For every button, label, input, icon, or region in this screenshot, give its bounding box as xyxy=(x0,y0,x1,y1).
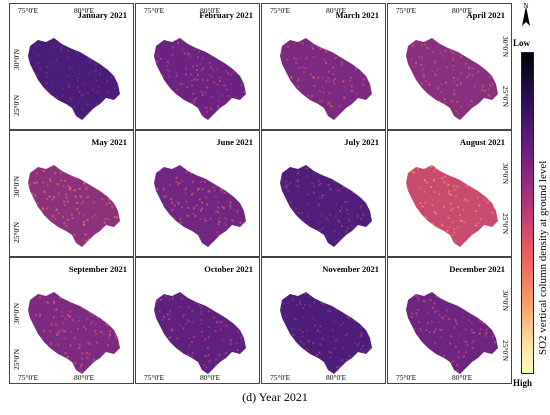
region-fill xyxy=(406,292,498,374)
longitude-label: 75°0'E xyxy=(18,6,39,15)
longitude-label: 75°0'E xyxy=(144,373,165,382)
region-fill xyxy=(154,165,246,247)
latitude-label: 25°0'N xyxy=(501,86,510,108)
longitude-label: 75°0'E xyxy=(396,373,417,382)
north-arrow: N xyxy=(519,2,533,30)
longitude-label: 80°0'E xyxy=(200,6,221,15)
panel-title: January 2021 xyxy=(77,10,127,20)
region-map xyxy=(28,165,120,247)
region-map xyxy=(154,165,246,247)
region-map xyxy=(28,292,120,374)
region-map xyxy=(406,165,498,247)
panel-title: April 2021 xyxy=(466,10,506,20)
panel-title: March 2021 xyxy=(335,10,379,20)
panel-title: June 2021 xyxy=(216,137,253,147)
region-fill xyxy=(406,165,498,247)
longitude-label: 80°0'E xyxy=(74,373,95,382)
region-fill xyxy=(280,38,372,120)
region-map xyxy=(280,38,372,120)
map-panel: March 2021 75°0'E 80°0'E xyxy=(261,3,386,130)
latitude-label: 25°0'N xyxy=(12,221,21,243)
region-map xyxy=(280,292,372,374)
map-panel: February 2021 75°0'E 80°0'E xyxy=(135,3,260,130)
latitude-label: 30°0'N xyxy=(12,302,21,324)
latitude-label: 25°0'N xyxy=(501,213,510,235)
longitude-label: 75°0'E xyxy=(396,6,417,15)
region-map xyxy=(406,292,498,374)
longitude-label: 75°0'E xyxy=(270,6,291,15)
latitude-label: 30°0'N xyxy=(501,36,510,58)
latitude-label: 30°0'N xyxy=(501,163,510,185)
region-map xyxy=(28,38,120,120)
region-map xyxy=(154,292,246,374)
map-panel: November 2021 75°0'E 80°0'E xyxy=(261,257,386,384)
region-fill xyxy=(154,38,246,120)
map-panel: May 2021 30°0'N 25°0'N xyxy=(9,130,134,257)
north-arrow-label: N xyxy=(523,2,529,10)
latitude-label: 25°0'N xyxy=(12,348,21,370)
legend-low-label: Low xyxy=(513,38,531,48)
map-panel: January 2021 75°0'E 80°0'E 30°0'N 25°0'N xyxy=(9,3,134,130)
region-fill xyxy=(28,165,120,247)
map-panel: September 2021 75°0'E 80°0'E 30°0'N 25°0'N xyxy=(9,257,134,384)
longitude-label: 80°0'E xyxy=(74,6,95,15)
panel-title: February 2021 xyxy=(199,10,253,20)
map-panel: August 2021 30°0'N 25°0'N xyxy=(387,130,512,257)
panel-title: November 2021 xyxy=(322,264,379,274)
longitude-label: 80°0'E xyxy=(452,6,473,15)
latitude-label: 30°0'N xyxy=(12,175,21,197)
panel-title: September 2021 xyxy=(68,264,127,274)
longitude-label: 80°0'E xyxy=(200,373,221,382)
longitude-label: 75°0'E xyxy=(270,373,291,382)
region-map xyxy=(406,38,498,120)
map-panel: December 2021 75°0'E 80°0'E 30°0'N 25°0'N xyxy=(387,257,512,384)
longitude-label: 75°0'E xyxy=(18,373,39,382)
north-arrow-icon xyxy=(522,6,530,26)
latitude-label: 30°0'N xyxy=(501,290,510,312)
region-fill xyxy=(28,38,120,120)
longitude-label: 80°0'E xyxy=(452,373,473,382)
legend-title: SO2 vertical column density at ground le… xyxy=(537,160,549,355)
latitude-label: 25°0'N xyxy=(12,94,21,116)
longitude-label: 80°0'E xyxy=(326,6,347,15)
region-map xyxy=(154,38,246,120)
figure-caption: (d) Year 2021 xyxy=(242,390,308,404)
map-panel: July 2021 xyxy=(261,130,386,257)
map-panel: October 2021 75°0'E 80°0'E xyxy=(135,257,260,384)
region-fill xyxy=(280,292,372,374)
map-grid: January 2021 75°0'E 80°0'E 30°0'N 25°0'N Febr… xyxy=(9,3,512,384)
region-fill xyxy=(280,165,372,247)
legend-high-label: High xyxy=(513,378,533,388)
map-panel: April 2021 75°0'E 80°0'E 30°0'N 25°0'N xyxy=(387,3,512,130)
legend-colorbar xyxy=(521,52,534,374)
map-panel: June 2021 xyxy=(135,130,260,257)
panel-title: December 2021 xyxy=(449,264,505,274)
panel-title: August 2021 xyxy=(459,137,505,147)
panel-title: July 2021 xyxy=(344,137,379,147)
longitude-label: 80°0'E xyxy=(326,373,347,382)
region-fill xyxy=(28,292,120,374)
region-fill xyxy=(154,292,246,374)
latitude-label: 30°0'N xyxy=(12,48,21,70)
panel-title: October 2021 xyxy=(204,264,253,274)
region-map xyxy=(280,165,372,247)
latitude-label: 25°0'N xyxy=(501,340,510,362)
region-fill xyxy=(406,38,498,120)
longitude-label: 75°0'E xyxy=(144,6,165,15)
panel-title: May 2021 xyxy=(91,137,127,147)
